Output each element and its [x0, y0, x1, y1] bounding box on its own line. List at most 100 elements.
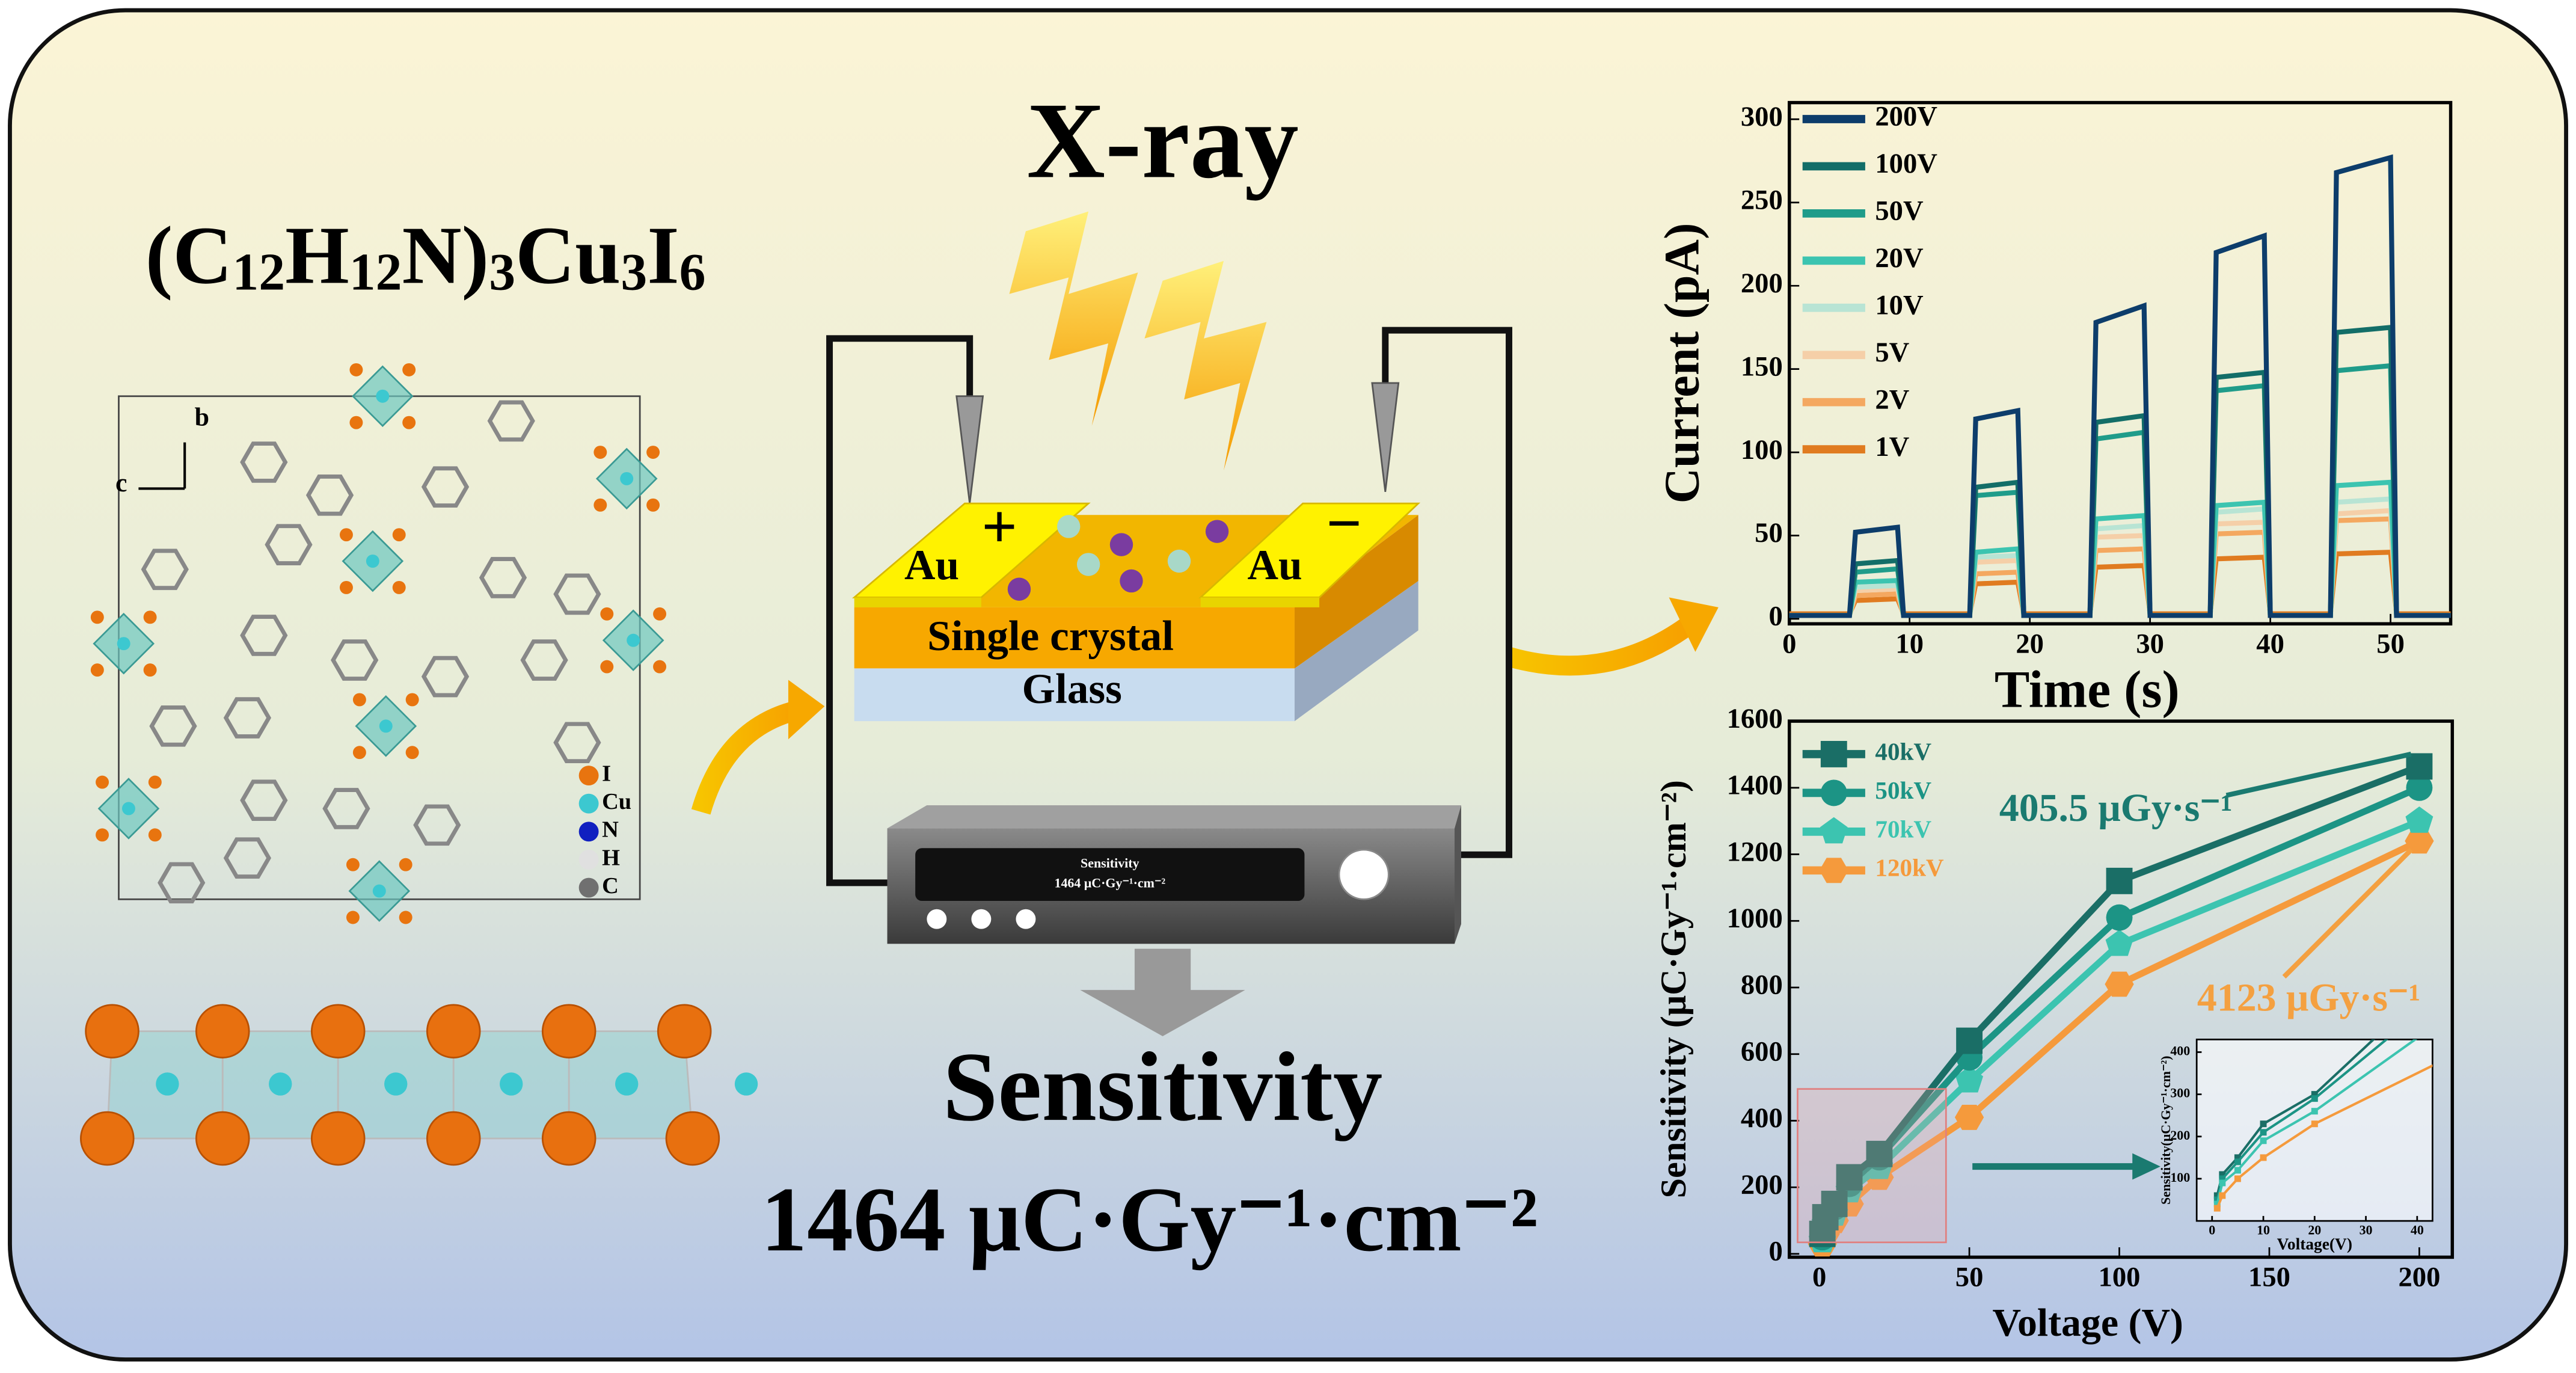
i-atom [392, 580, 406, 594]
source-label: X-ray [1026, 81, 1298, 201]
i-atom [665, 1111, 720, 1166]
inset-point [2311, 1108, 2318, 1115]
y-tick-label: 200 [1741, 268, 1783, 299]
i-atom [143, 663, 157, 677]
plot-frame [1788, 719, 2455, 1259]
i-atom [405, 693, 419, 707]
inset-point [2311, 1120, 2318, 1128]
annotation: 4123 μGy·s⁻¹ [2197, 975, 2421, 1019]
result-title: Sensitivity [943, 1031, 1382, 1141]
polarity: − [1326, 488, 1362, 558]
data-point [1820, 741, 1847, 767]
i-atom [195, 1004, 250, 1058]
inset-point [2219, 1179, 2226, 1187]
inset-point [2311, 1091, 2318, 1098]
i-atom [90, 610, 104, 624]
i-atom [402, 363, 416, 376]
cu-atom [372, 884, 386, 898]
x-tick-label: 30 [2360, 1223, 2373, 1238]
carrier [1109, 533, 1133, 556]
crystal-structure [90, 363, 667, 924]
legend-label: 100V [1875, 148, 1937, 179]
organic-ring [240, 441, 288, 483]
inset-point [2260, 1120, 2267, 1128]
i-atom [195, 1111, 250, 1166]
i-atom [646, 446, 660, 459]
i-atom [346, 911, 360, 924]
probe [955, 395, 984, 504]
inset-point [2219, 1175, 2226, 1182]
data-point [1955, 1066, 1984, 1093]
axis-label: c [115, 468, 127, 497]
i-atom [405, 746, 419, 760]
legend-label: 2V [1875, 384, 1909, 415]
y-tick-label: 400 [2170, 1043, 2190, 1058]
zoom-region [1797, 1088, 1947, 1244]
atom-swatch [578, 793, 599, 814]
layer-label: Single crystal [927, 612, 1174, 660]
inset-bg [2197, 1039, 2433, 1221]
inset-point [2260, 1129, 2267, 1136]
cu-atom [376, 389, 390, 403]
inset-point [2213, 1205, 2221, 1212]
carrier [1205, 520, 1229, 543]
organic-ring [223, 837, 272, 879]
inset-point [2213, 1200, 2221, 1208]
organic-ring [520, 639, 568, 681]
organic-ring [322, 788, 370, 829]
cu-atom [384, 1072, 408, 1096]
cu-atom [269, 1072, 292, 1096]
meter-side [1455, 805, 1461, 944]
y-axis-label: Sensitivity (μC·Gy⁻¹·cm⁻²) [1654, 780, 1694, 1198]
flow-arrowhead [788, 680, 825, 740]
y-tick-label: 300 [1741, 101, 1783, 132]
legend-label: 5V [1875, 337, 1909, 368]
formula-part: I [647, 210, 679, 301]
annotation-arrow [2225, 751, 2412, 798]
i-atom [657, 1004, 712, 1058]
legend-label: 120kV [1875, 854, 1944, 882]
organic-ring [223, 697, 272, 739]
i-atom [653, 660, 667, 674]
meter-top [887, 805, 1461, 829]
cu-atom [156, 1072, 179, 1096]
data-point [2406, 774, 2433, 801]
inset-point [2260, 1137, 2267, 1144]
x-tick-label: 0 [1782, 628, 1796, 659]
i-atom [541, 1004, 596, 1058]
electrode-label: Au [904, 541, 959, 589]
screen-text: Sensitivity [1081, 856, 1139, 871]
i-atom [96, 828, 109, 842]
i-atom [349, 416, 363, 429]
y-axis-label: Current (pA) [1655, 223, 1710, 503]
y-tick-label: 1000 [1727, 903, 1783, 934]
cu-atom [734, 1072, 758, 1096]
atom-label: I [602, 761, 611, 786]
x-tick-label: 40 [2411, 1223, 2424, 1238]
i-atom [426, 1004, 481, 1058]
organic-ring [421, 466, 470, 508]
i-atom [90, 663, 104, 677]
formula-part: 3 [489, 242, 515, 301]
inset-point [2260, 1154, 2267, 1161]
cu-atom [500, 1072, 523, 1096]
inset-plot [2213, 1039, 2433, 1212]
data-point [1866, 1140, 1893, 1167]
meter-knob [1338, 849, 1390, 900]
organic-ring [305, 475, 354, 516]
atom-swatch [578, 850, 599, 870]
organic-ring [149, 705, 197, 747]
i-atom [148, 775, 162, 789]
i-atom [426, 1111, 481, 1166]
inset-y-label: Sensitivity(μC·Gy⁻¹·cm⁻²) [2158, 1056, 2173, 1205]
x-tick-label: 200 [2398, 1261, 2440, 1292]
x-tick-label: 10 [2257, 1223, 2270, 1238]
i-atom [80, 1111, 135, 1166]
data-point [1820, 817, 1848, 844]
i-atom [349, 363, 363, 376]
carrier [1167, 549, 1191, 573]
carrier [1076, 553, 1100, 576]
i-atom [143, 610, 157, 624]
legend-label: 50V [1875, 195, 1924, 227]
